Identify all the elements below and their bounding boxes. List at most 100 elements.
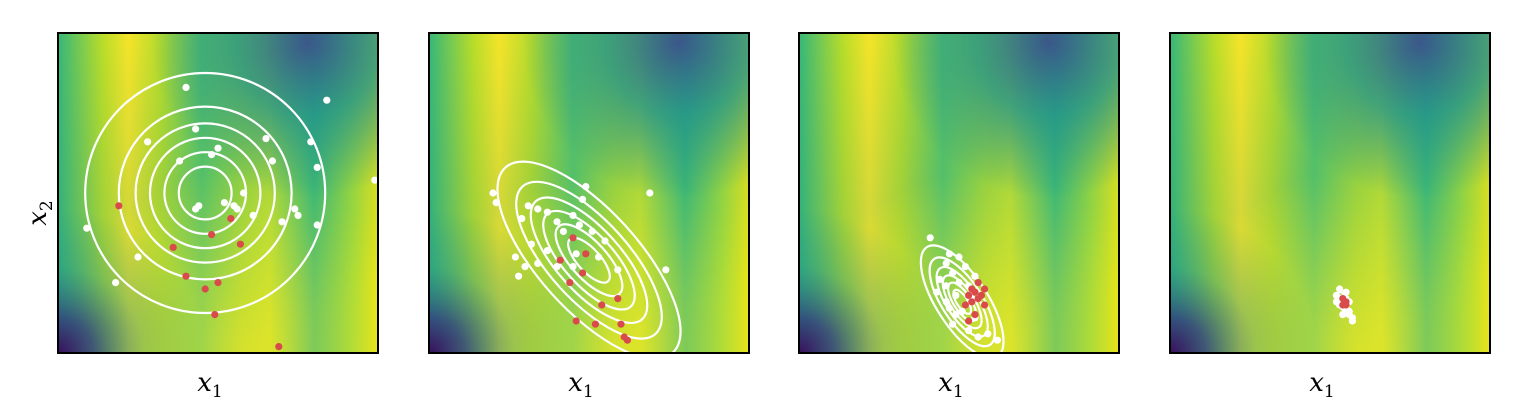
white-point [579, 195, 587, 203]
red-point [275, 343, 283, 351]
white-point [614, 266, 622, 274]
red-point [971, 288, 979, 296]
contour-ellipse [177, 165, 233, 221]
white-point [971, 272, 979, 280]
white-point [949, 320, 957, 328]
white-point [1332, 298, 1340, 306]
white-point [1332, 291, 1340, 299]
white-point [926, 234, 934, 242]
red-point [169, 243, 177, 251]
white-point [588, 227, 596, 235]
red-point [227, 215, 235, 223]
panel-1: x1 [57, 32, 379, 402]
white-point [572, 250, 580, 258]
panel-frame [798, 32, 1120, 354]
x-axis-label: x1 [938, 368, 964, 402]
red-point [579, 269, 587, 277]
white-point [313, 163, 321, 171]
heatmap-layer [799, 33, 1119, 353]
red-point [591, 320, 600, 328]
panel-2: x1 [428, 32, 750, 402]
white-point [1345, 311, 1353, 319]
white-point [974, 333, 982, 341]
white-point [511, 253, 519, 261]
heatmap-layer [58, 33, 378, 353]
red-point [965, 317, 973, 325]
white-point [208, 151, 216, 159]
white-point [646, 189, 654, 197]
heatmap-background [1170, 33, 1490, 353]
white-point [518, 215, 526, 223]
white-point [534, 205, 542, 213]
white-point [240, 189, 248, 197]
white-point [278, 218, 286, 226]
white-point [313, 221, 321, 229]
white-point [993, 336, 1002, 344]
white-point [569, 263, 577, 271]
white-point [942, 282, 950, 290]
red-point [981, 301, 989, 309]
red-point [968, 298, 976, 306]
contour-ellipse [554, 223, 624, 298]
x-axis-subscript: 1 [953, 382, 964, 402]
red-point [236, 240, 244, 248]
white-point [952, 311, 960, 319]
red-point [974, 279, 982, 287]
x-axis-subscript: 1 [212, 382, 223, 402]
red-point [182, 272, 190, 280]
white-point [942, 298, 950, 306]
x-axis-label: x1 [1309, 368, 1335, 402]
white-point [524, 202, 532, 210]
red-point [614, 295, 622, 303]
white-point [214, 144, 222, 152]
x-axis-subscript: 1 [583, 382, 594, 402]
red-point [572, 317, 580, 325]
panel-frame [428, 32, 750, 354]
white-point [1339, 311, 1347, 319]
white-point [945, 250, 954, 258]
white-point [527, 240, 536, 248]
red-point [1342, 301, 1350, 309]
red-point [582, 250, 590, 258]
panel-frame [1169, 32, 1491, 354]
contour-ellipse [952, 288, 973, 315]
x-axis-label: x1 [568, 368, 594, 402]
white-point [492, 199, 500, 207]
white-point [291, 205, 299, 213]
white-point [582, 183, 590, 191]
red-point [214, 279, 222, 287]
heatmap-background [58, 33, 378, 353]
x-axis-subscript: 1 [1324, 382, 1335, 402]
y-axis-subscript: 2 [37, 200, 57, 211]
contour-ellipse [84, 71, 327, 315]
red-point [965, 291, 973, 299]
white-point [949, 269, 957, 277]
red-point [974, 295, 982, 303]
white-point [662, 266, 670, 274]
white-point [942, 259, 950, 267]
white-point [945, 304, 954, 312]
white-point [955, 253, 963, 261]
white-point [601, 237, 609, 245]
red-point [566, 279, 574, 287]
y-axis-label: x2 [23, 200, 57, 226]
white-point [1342, 288, 1350, 296]
white-point [543, 247, 552, 255]
white-point [323, 96, 331, 104]
red-point [208, 231, 216, 239]
white-point [262, 135, 270, 143]
white-point [1336, 285, 1344, 293]
white-point [521, 263, 529, 271]
white-point [144, 138, 152, 146]
white-point [220, 199, 228, 207]
contour-ellipse [515, 180, 663, 340]
red-point [961, 301, 970, 309]
red-point [971, 311, 979, 319]
white-point [268, 157, 276, 165]
white-point [182, 83, 190, 91]
red-point [617, 320, 625, 328]
heatmap-background [429, 33, 749, 353]
heatmap-background [799, 33, 1119, 353]
white-point [933, 288, 941, 296]
white-point [955, 279, 963, 287]
